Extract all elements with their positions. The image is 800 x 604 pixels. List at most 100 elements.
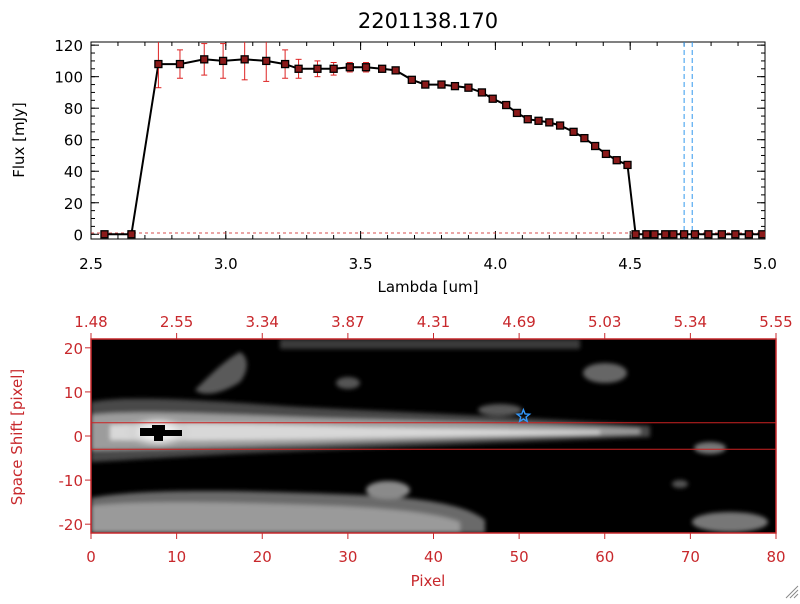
data-point: [127, 230, 136, 239]
space-shift-tick-group: -20 -10 0 10 20: [59, 340, 91, 534]
upper-feature: [195, 352, 247, 394]
y-tick-label: 0: [73, 226, 83, 244]
data-point: [580, 133, 589, 143]
data-point: [669, 230, 678, 239]
spectral-image: [91, 339, 776, 533]
data-point: [407, 75, 416, 84]
y-axis-label: Flux [mJy]: [10, 102, 28, 178]
data-point: [555, 121, 565, 130]
pixel-tick-label: 0: [86, 548, 96, 566]
wavelength-tick-label: 4.69: [502, 313, 535, 331]
data-point: [591, 141, 600, 151]
faint-blob-a: [336, 377, 360, 389]
data-point: [240, 55, 249, 64]
y-tick-group: 0 20 40 60 80 100 120: [54, 37, 765, 244]
space-shift-axis-label: Space Shift [pixel]: [8, 369, 26, 506]
lower-trace-core: [91, 502, 460, 533]
pixel-tick-label: 70: [681, 548, 700, 566]
pixel-axis-label: Pixel: [411, 572, 446, 590]
main-trace-core: [110, 423, 600, 441]
bad-pixel-cluster: [140, 425, 182, 441]
pixel-tick-group: 0 10 20 30 40 50 60 70 80: [86, 533, 786, 566]
data-point: [512, 108, 522, 118]
star-icon: [515, 407, 532, 423]
data-point: [642, 230, 651, 239]
data-point: [690, 230, 700, 239]
x-tick-label: 4.5: [618, 255, 642, 273]
data-point: [464, 83, 473, 92]
data-point: [601, 149, 611, 159]
data-point: [704, 230, 713, 239]
faint-blob-d: [692, 512, 768, 532]
data-point: [421, 80, 430, 89]
data-point: [175, 59, 185, 69]
y-tick-label: 100: [54, 69, 83, 87]
data-point: [329, 64, 338, 73]
data-point: [758, 230, 765, 239]
space-shift-tick-label: 10: [64, 384, 83, 402]
data-point: [391, 66, 400, 75]
data-point: [488, 94, 497, 103]
x-tick-label: 4.0: [483, 255, 507, 273]
wavelength-tick-label: 5.34: [674, 313, 707, 331]
data-point: [731, 230, 740, 239]
top-edge-glow: [280, 339, 580, 349]
data-point: [200, 55, 209, 64]
faint-blob-e: [478, 404, 522, 416]
data-point: [218, 56, 228, 66]
x-tick-label: 5.0: [753, 255, 777, 273]
data-point: [744, 230, 753, 239]
y-tick-label: 60: [64, 132, 83, 150]
y-tick-label: 120: [54, 37, 83, 55]
faint-blob-b: [583, 363, 627, 383]
data-point: [612, 156, 621, 165]
space-shift-tick-label: 20: [64, 340, 83, 358]
wavelength-tick-label: 4.31: [417, 313, 450, 331]
wavelength-tick-label: 3.87: [331, 313, 364, 331]
x-tick-label: 2.5: [79, 255, 103, 273]
data-point: [154, 59, 163, 69]
x-tick-label: 3.0: [214, 255, 238, 273]
chart-title: 2201138.170: [358, 9, 498, 33]
y-tick-label: 80: [64, 100, 83, 118]
data-point: [717, 230, 727, 239]
wavelength-tick-label: 2.55: [160, 313, 193, 331]
x-tick-label: 3.5: [349, 255, 373, 273]
wavelength-tick-group: 1.48 2.55 3.34 3.87 4.31 4.69 5.03 5.34 5.55: [74, 313, 793, 339]
space-shift-tick-label: -10: [59, 472, 84, 490]
flux-series: [100, 42, 765, 239]
data-point: [378, 64, 387, 73]
data-point: [280, 59, 290, 69]
lower-blob: [366, 481, 410, 499]
data-point: [534, 116, 543, 125]
pixel-tick-label: 30: [338, 548, 357, 566]
pixel-tick-label: 40: [424, 548, 443, 566]
data-point: [661, 230, 670, 239]
data-point: [477, 88, 487, 97]
pixel-tick-label: 50: [510, 548, 529, 566]
data-point: [623, 160, 632, 170]
y-tick-label: 40: [64, 163, 83, 181]
data-point: [569, 127, 578, 136]
plot-frame: [90, 41, 766, 240]
data-point: [437, 80, 446, 89]
data-point: [100, 230, 109, 239]
vertical-dashed-lines: [683, 42, 693, 239]
y-tick-label: 20: [64, 195, 83, 213]
data-point: [361, 63, 371, 72]
data-point: [679, 230, 689, 239]
resize-grip-icon[interactable]: [785, 585, 799, 599]
flux-line: [104, 58, 763, 236]
data-point: [313, 64, 322, 73]
data-point: [294, 64, 303, 73]
wavelength-tick-label: 1.48: [74, 313, 107, 331]
pixel-tick-label: 60: [595, 548, 614, 566]
faint-blob-f: [672, 480, 688, 488]
data-point: [502, 100, 511, 110]
faint-blob-c: [694, 442, 726, 454]
x-tick-group: 2.5 3.0 3.5 4.0 4.5 5.0: [79, 42, 777, 273]
wavelength-tick-label: 5.03: [588, 313, 621, 331]
wavelength-tick-label: 5.55: [759, 313, 792, 331]
